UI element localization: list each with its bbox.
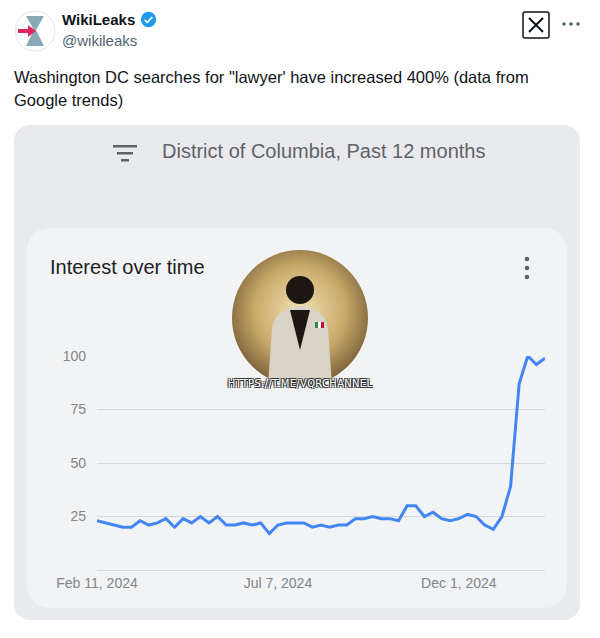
svg-text:75: 75 <box>70 401 86 417</box>
html-text:District of Columbia, Past 12: District of Columbia, Past 12 months <box>162 140 486 162</box>
svg-text:Dec 1, 2024: Dec 1, 2024 <box>421 575 497 591</box>
html-text:Interest over time: Interest over time <box>50 256 205 278</box>
svg-text:100: 100 <box>63 348 87 364</box>
svg-text:Jul 7, 2024: Jul 7, 2024 <box>244 575 313 591</box>
html-text:HTTPS://T.ME/VQRCHANNEL: HTTPS://T.ME/VQRCHANNEL <box>227 378 373 389</box>
svg-text:25: 25 <box>70 508 86 524</box>
svg-text:Feb 11, 2024: Feb 11, 2024 <box>56 575 138 591</box>
html-text:Washington DC searches for "la: Washington DC searches for "lawyer' have… <box>14 68 529 109</box>
svg-text:50: 50 <box>70 455 86 471</box>
html-text:@wikileaks: @wikileaks <box>62 32 138 49</box>
html-text:WikiLeaks: WikiLeaks <box>62 11 136 28</box>
